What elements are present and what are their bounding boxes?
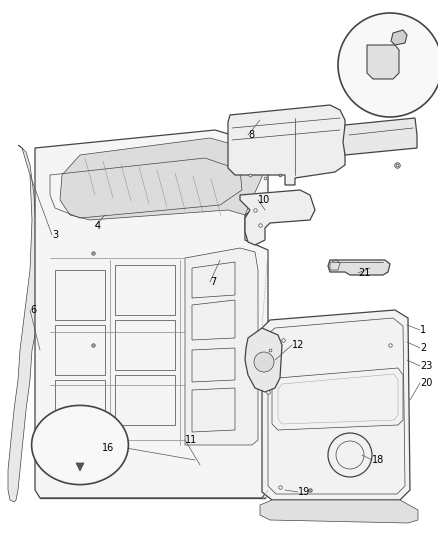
Polygon shape <box>262 310 410 500</box>
Polygon shape <box>367 45 399 79</box>
Polygon shape <box>76 463 84 471</box>
Text: 11: 11 <box>185 435 197 445</box>
Text: 18: 18 <box>372 455 384 465</box>
Text: 4: 4 <box>95 221 101 231</box>
Polygon shape <box>328 260 390 275</box>
Text: 21: 21 <box>358 268 371 278</box>
Text: 19: 19 <box>298 487 310 497</box>
Polygon shape <box>391 30 407 45</box>
Text: 10: 10 <box>258 195 270 205</box>
Polygon shape <box>185 248 258 445</box>
Polygon shape <box>228 105 345 185</box>
Text: 2: 2 <box>420 343 426 353</box>
Text: 12: 12 <box>292 340 304 350</box>
Polygon shape <box>60 138 265 220</box>
Ellipse shape <box>32 406 128 484</box>
Text: 3: 3 <box>52 230 58 240</box>
Circle shape <box>338 13 438 117</box>
Text: 7: 7 <box>210 277 216 287</box>
Polygon shape <box>343 118 417 155</box>
Text: 16: 16 <box>102 443 114 453</box>
Circle shape <box>254 352 274 372</box>
Polygon shape <box>260 500 418 523</box>
Text: 23: 23 <box>420 361 432 371</box>
Text: 1: 1 <box>420 325 426 335</box>
Text: 20: 20 <box>420 378 432 388</box>
Text: 6: 6 <box>30 305 36 315</box>
Polygon shape <box>240 190 315 245</box>
Polygon shape <box>245 328 282 392</box>
Polygon shape <box>8 145 38 502</box>
Text: 8: 8 <box>248 130 254 140</box>
Polygon shape <box>35 130 268 498</box>
